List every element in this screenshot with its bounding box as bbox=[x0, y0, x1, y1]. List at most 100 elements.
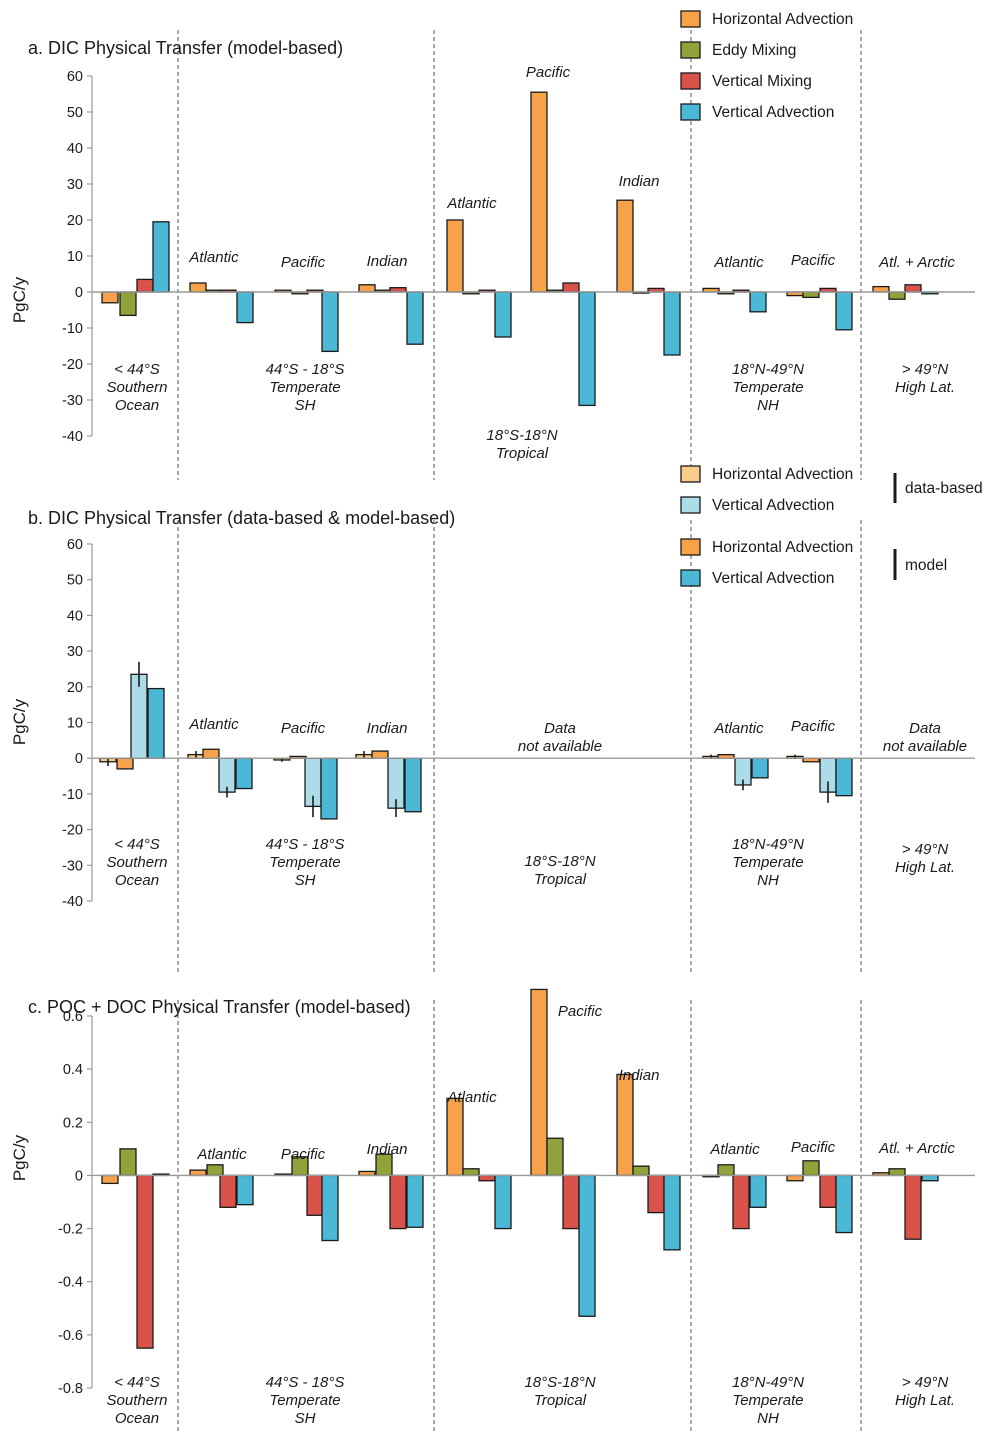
region-label: 18°S-18°N bbox=[524, 1374, 595, 1391]
bar-vertical-advection bbox=[494, 291, 512, 338]
bar-vertical-advection bbox=[236, 291, 254, 324]
basin-label: Pacific bbox=[791, 718, 836, 735]
bar-horizontal-advection bbox=[530, 988, 548, 1177]
basin-label: Atl. + Arctic bbox=[878, 254, 955, 271]
region-label: Temperate bbox=[732, 1392, 803, 1409]
region-label: NH bbox=[757, 1410, 779, 1427]
region-label: 44°S - 18°S bbox=[266, 836, 345, 853]
legend-group-data-based: data-based bbox=[905, 480, 983, 497]
y-tick-label: 0.6 bbox=[63, 1009, 83, 1025]
data-not-available-label: Data bbox=[909, 720, 941, 737]
region-label: Southern bbox=[107, 379, 168, 396]
y-tick-label: -0.8 bbox=[58, 1381, 83, 1397]
bar-vertical-mixing bbox=[136, 1174, 154, 1349]
bar-vertical-advection-model bbox=[147, 687, 165, 759]
region-label: Ocean bbox=[115, 872, 159, 889]
region-label: Temperate bbox=[732, 854, 803, 871]
bar-vertical-advection bbox=[835, 1174, 853, 1234]
bar-vertical-mixing bbox=[732, 1174, 750, 1230]
region-label: 18°S-18°N bbox=[524, 853, 595, 870]
region-label: 18°N-49°N bbox=[732, 1374, 804, 1391]
region-label: Southern bbox=[107, 854, 168, 871]
y-tick-label: 20 bbox=[67, 213, 83, 229]
basin-label: Pacific bbox=[791, 252, 836, 269]
region-label: Temperate bbox=[269, 1392, 340, 1409]
y-tick-label: 10 bbox=[67, 249, 83, 265]
legend-b-data-horizontal-label: Horizontal Advection bbox=[712, 466, 853, 483]
region-label: SH bbox=[295, 1410, 316, 1427]
region-label: > 49°N bbox=[902, 361, 949, 378]
bar-vertical-mixing bbox=[219, 1174, 237, 1208]
region-label: Ocean bbox=[115, 1410, 159, 1427]
bar-vertical-advection bbox=[321, 291, 339, 353]
y-tick-label: 20 bbox=[67, 680, 83, 696]
bar-vertical-advection-model bbox=[235, 757, 253, 790]
bar-eddy-mixing bbox=[119, 1148, 137, 1177]
region-label: Southern bbox=[107, 1392, 168, 1409]
y-tick-label: -10 bbox=[62, 321, 83, 337]
y-tick-label: -0.4 bbox=[58, 1275, 83, 1291]
bar-eddy-mixing bbox=[888, 1168, 906, 1177]
bar-vertical-advection bbox=[494, 1174, 512, 1230]
region-label: > 49°N bbox=[902, 1374, 949, 1391]
bar-horizontal-advection bbox=[189, 282, 207, 293]
y-tick-label: -0.6 bbox=[58, 1328, 83, 1344]
bar-eddy-mixing bbox=[888, 291, 906, 300]
basin-label: Atl. + Arctic bbox=[878, 1140, 955, 1157]
bar-horizontal-advection bbox=[872, 285, 890, 293]
y-axis-label: PgC/y bbox=[10, 698, 29, 745]
region-label: SH bbox=[295, 872, 316, 889]
data-not-available-label: Data bbox=[544, 720, 576, 737]
bar-horizontal-advection bbox=[616, 199, 634, 293]
region-label: NH bbox=[757, 397, 779, 414]
bar-vertical-advection bbox=[406, 1174, 424, 1228]
bar-vertical-advection bbox=[152, 221, 170, 293]
bar-vertical-advection bbox=[663, 291, 681, 356]
y-tick-label: 0 bbox=[75, 751, 83, 767]
bar-horizontal-advection-model bbox=[202, 748, 220, 759]
region-label: Tropical bbox=[534, 1392, 587, 1409]
bar-horizontal-advection bbox=[446, 1097, 464, 1177]
region-label: Tropical bbox=[496, 445, 549, 462]
bar-vertical-mixing bbox=[904, 1174, 922, 1240]
region-label: Tropical bbox=[534, 871, 587, 888]
bar-horizontal-advection bbox=[786, 1174, 804, 1182]
y-tick-label: -20 bbox=[62, 823, 83, 839]
panel-c: c. POC + DOC Physical Transfer (model-ba… bbox=[10, 988, 975, 1432]
bar-vertical-mixing bbox=[306, 1174, 324, 1216]
basin-label: Pacific bbox=[791, 1139, 836, 1156]
y-tick-label: 10 bbox=[67, 716, 83, 732]
data-not-available-label: not available bbox=[883, 738, 967, 755]
basin-label: Indian bbox=[619, 173, 660, 190]
basin-label: Indian bbox=[367, 253, 408, 270]
bar-vertical-advection bbox=[663, 1174, 681, 1251]
bar-vertical-advection-model bbox=[751, 757, 769, 779]
bar-vertical-advection-model bbox=[320, 757, 338, 820]
basin-label: Atlantic bbox=[709, 1141, 760, 1158]
basin-label: Pacific bbox=[558, 1003, 603, 1020]
panel-b: b. DIC Physical Transfer (data-based & m… bbox=[10, 508, 975, 975]
legend-b-data-vertical-swatch bbox=[680, 496, 701, 514]
panel-a: a. DIC Physical Transfer (model-based) Pg… bbox=[10, 30, 975, 480]
y-tick-label: -10 bbox=[62, 787, 83, 803]
region-label: Temperate bbox=[269, 379, 340, 396]
bar-horizontal-advection bbox=[101, 1174, 119, 1185]
y-tick-label: 0.2 bbox=[63, 1115, 83, 1131]
bar-vertical-mixing bbox=[562, 282, 580, 293]
bar-vertical-advection bbox=[749, 291, 767, 313]
legend-a-horizontal-advection-swatch bbox=[680, 10, 701, 28]
region-label: NH bbox=[757, 872, 779, 889]
legend-b-model-horizontal-swatch bbox=[680, 538, 701, 556]
y-tick-label: 30 bbox=[67, 644, 83, 660]
legend-b-data-horizontal-swatch bbox=[680, 465, 701, 483]
region-label: 18°N-49°N bbox=[732, 836, 804, 853]
bar-eddy-mixing bbox=[206, 1164, 224, 1177]
data-not-available-label: not available bbox=[518, 738, 602, 755]
y-axis-label: PgC/y bbox=[10, 276, 29, 323]
bar-horizontal-advection bbox=[358, 284, 376, 293]
legend-b-data-vertical-label: Vertical Advection bbox=[712, 497, 834, 514]
y-tick-label: -20 bbox=[62, 357, 83, 373]
basin-label: Pacific bbox=[281, 254, 326, 271]
panel-title: a. DIC Physical Transfer (model-based) bbox=[28, 38, 343, 58]
